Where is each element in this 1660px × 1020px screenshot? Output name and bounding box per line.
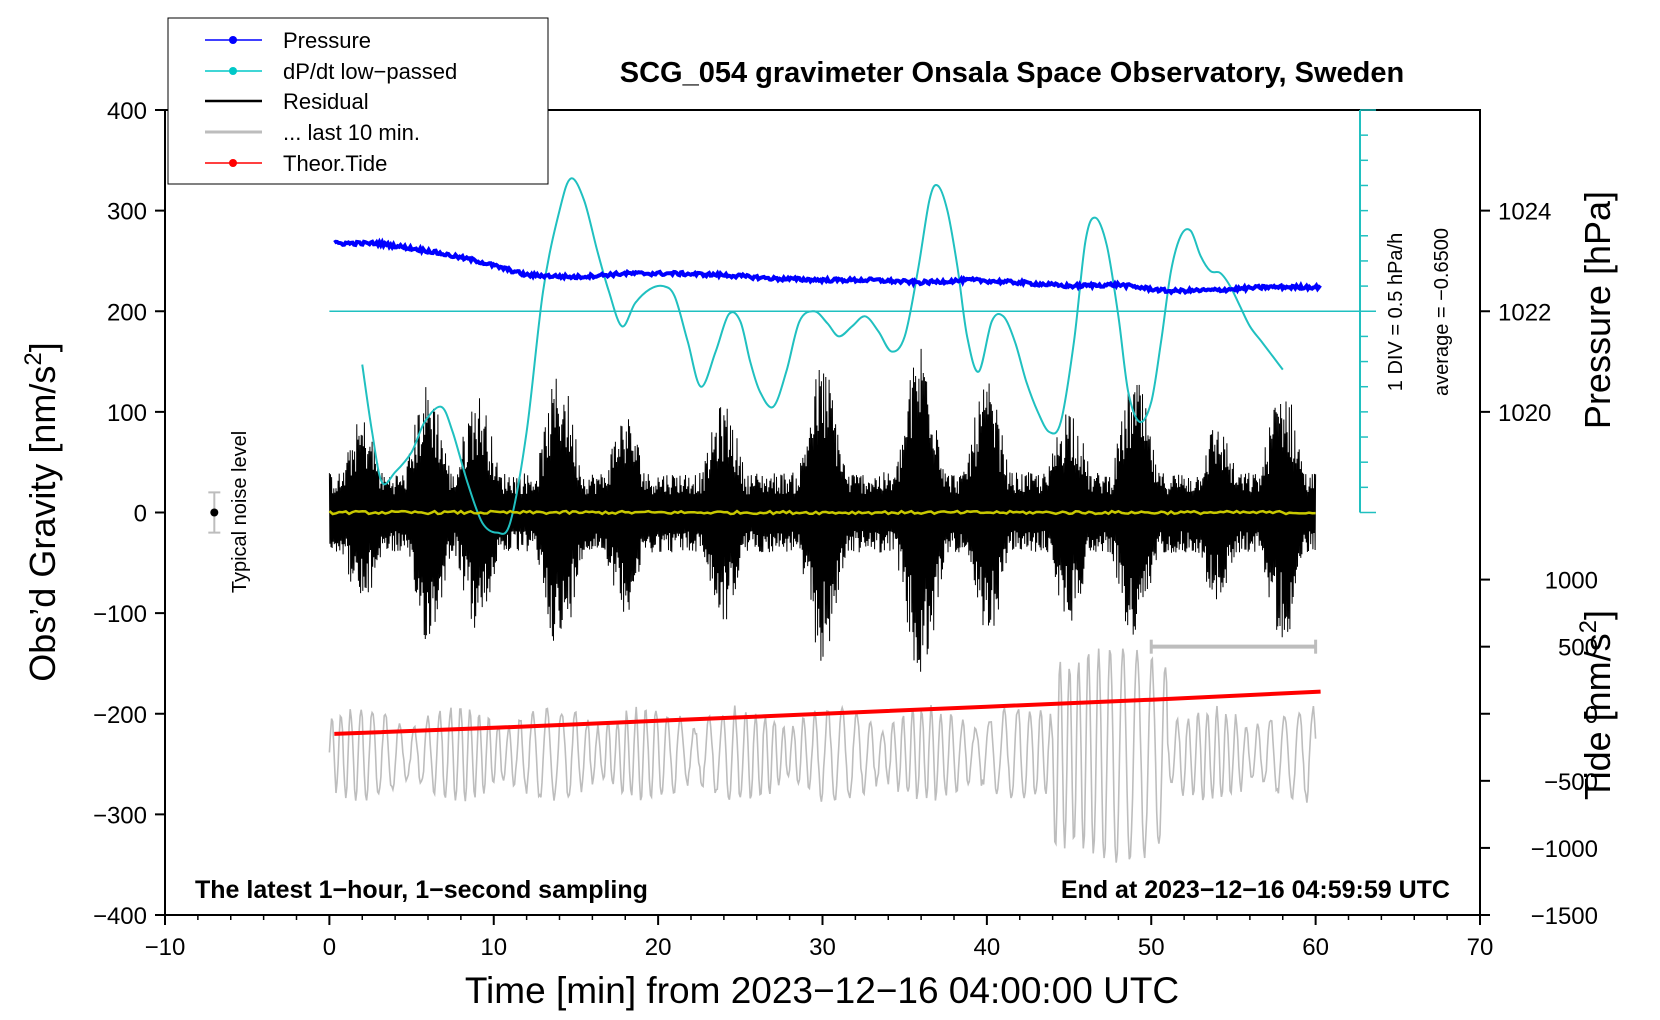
x-tick-label: 20	[645, 934, 672, 961]
annotation-dpdt-average: average = −0.6500	[1431, 228, 1453, 396]
noise-point	[210, 508, 219, 517]
tide-tick-label: 500	[1558, 635, 1598, 662]
x-tick-label: 10	[480, 934, 507, 961]
residual-smooth-series	[328, 509, 1316, 516]
legend-marker-pressure	[229, 36, 237, 44]
annotation-sampling: The latest 1−hour, 1−second sampling	[195, 876, 648, 904]
legend-item-last10: ... last 10 min.	[205, 120, 420, 145]
axes: −10 0 10 20 30 40 50 60 70−400−300−200−100010020…	[93, 98, 1598, 961]
last10-series	[328, 648, 1317, 863]
pressure-tick-label: 1020	[1498, 400, 1551, 427]
y-tick-label: −200	[93, 702, 147, 729]
last10-line	[328, 648, 1317, 863]
y-tick-label: 100	[107, 400, 147, 427]
x-axis-title: Time [min] from 2023−12−16 04:00:00 UTC	[465, 970, 1179, 1011]
x-tick-label: 70	[1467, 934, 1494, 961]
tide-tick-label: −1500	[1531, 903, 1598, 930]
legend-label-dpdt: dP/dt low−passed	[283, 59, 457, 84]
dpdt-line	[361, 177, 1284, 535]
x-tick-label: 30	[809, 934, 836, 961]
pressure-tick-label: 1022	[1498, 299, 1551, 326]
x-tick-label: −10	[145, 934, 186, 961]
y-axis-title-left: Obs’d Gravity [nm/s2]	[20, 342, 63, 681]
tide-line	[334, 689, 1321, 736]
y-tick-label: 0	[134, 501, 147, 528]
legend-marker-tide	[229, 159, 237, 167]
annotation-noise-label: Typical noise level	[229, 431, 251, 593]
x-tick-label: 0	[323, 934, 336, 961]
legend-marker-dpdt	[229, 67, 237, 75]
x-tick-label: 50	[1138, 934, 1165, 961]
y-tick-label: −100	[93, 601, 147, 628]
annotation-end-time: End at 2023−12−16 04:59:59 UTC	[1061, 876, 1450, 904]
chart-title: SCG_054 gravimeter Onsala Space Observat…	[620, 57, 1404, 89]
x-tick-label: 40	[974, 934, 1001, 961]
legend-item-residual: Residual	[205, 89, 369, 114]
tide-tick-label: 0	[1585, 702, 1598, 729]
residual-series	[328, 348, 1317, 672]
tide-tick-label: 1000	[1545, 568, 1598, 595]
legend-item-pressure: Pressure	[205, 28, 371, 53]
annotation-dpdt-scale: 1 DIV = 0.5 hPa/h	[1385, 233, 1407, 391]
legend: Pressure dP/dt low−passed Residual ... l…	[167, 17, 549, 185]
y-tick-label: 400	[107, 98, 147, 125]
y-tick-label: −300	[93, 802, 147, 829]
legend-label-tide: Theor.Tide	[283, 151, 387, 176]
residual-smooth-line	[328, 509, 1316, 516]
y-tick-label: 200	[107, 299, 147, 326]
y-tick-label: −400	[93, 903, 147, 930]
tide-series	[334, 689, 1321, 736]
legend-label-last10: ... last 10 min.	[283, 120, 420, 145]
legend-item-dpdt: dP/dt low−passed	[205, 59, 457, 84]
pressure-series	[333, 237, 1322, 296]
x-tick-label: 60	[1302, 934, 1329, 961]
tide-axis-title: Tide [nm/s2]	[1575, 610, 1618, 800]
legend-item-tide: Theor.Tide	[205, 151, 387, 176]
legend-label-pressure: Pressure	[283, 28, 371, 53]
tide-tick-label: −1000	[1531, 836, 1598, 863]
tide-tick-label: −500	[1544, 769, 1598, 796]
dpdt-series	[329, 177, 1374, 535]
chart-extras	[208, 109, 1377, 654]
pressure-tick-label: 1024	[1498, 199, 1551, 226]
legend-label-residual: Residual	[283, 89, 369, 114]
pressure-line	[333, 237, 1322, 296]
residual-line	[328, 348, 1317, 672]
y-tick-label: 300	[107, 199, 147, 226]
pressure-axis-title: Pressure [hPa]	[1577, 191, 1618, 429]
